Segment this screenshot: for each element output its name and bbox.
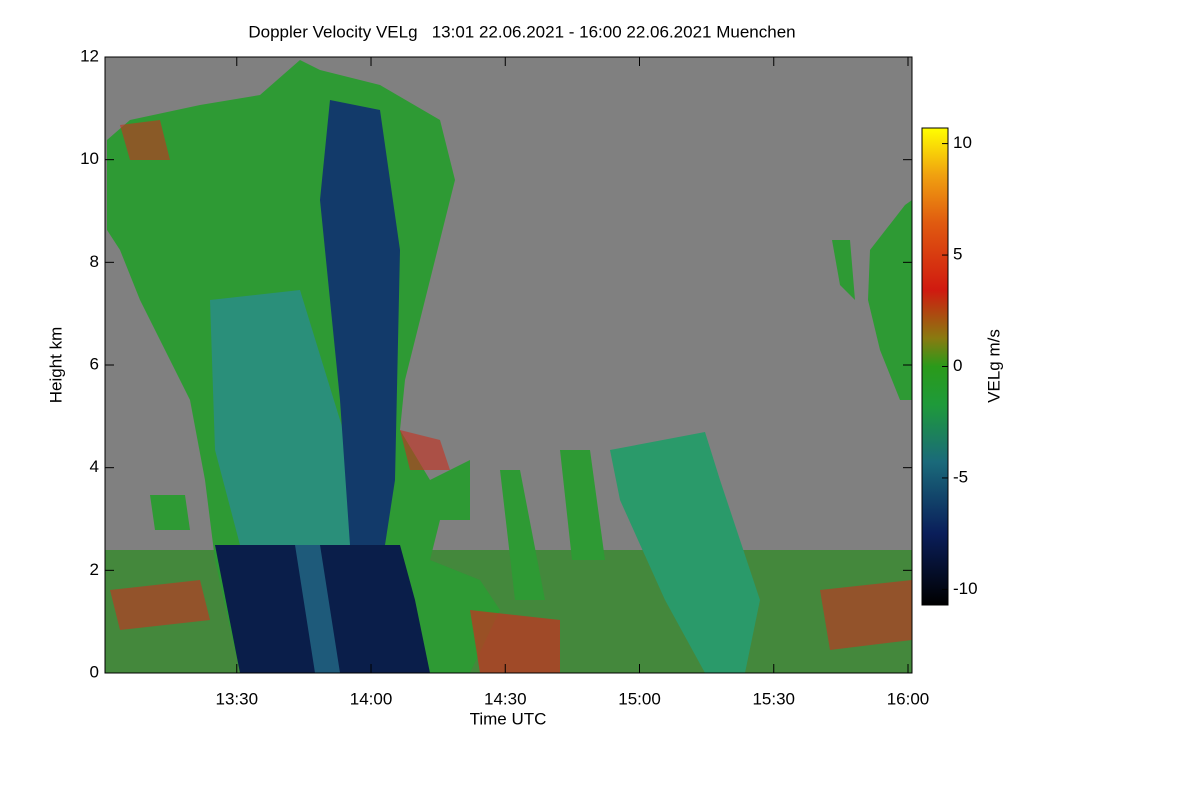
- radar-field: [105, 57, 912, 673]
- echo: [210, 290, 380, 545]
- colorbar-tick-label: 0: [953, 356, 962, 375]
- y-tick-label: 12: [80, 46, 99, 65]
- x-axis-label: Time UTC: [470, 709, 547, 728]
- x-tick-label: 14:00: [350, 689, 393, 708]
- x-tick-label: 16:00: [887, 689, 930, 708]
- colorbar-tick-label: 10: [953, 133, 972, 152]
- echo: [610, 432, 760, 673]
- colorbar-tick-label: -5: [953, 467, 968, 486]
- y-axis-label: Height km: [46, 327, 65, 404]
- x-tick-label: 14:30: [484, 689, 527, 708]
- x-tick-label: 15:30: [752, 689, 795, 708]
- echo: [295, 545, 340, 673]
- y-tick-label: 2: [90, 560, 99, 579]
- echo: [320, 100, 400, 545]
- colorbar-tick-label: 5: [953, 245, 962, 264]
- colorbar-label: VELg m/s: [984, 329, 1003, 403]
- echo: [500, 470, 545, 600]
- x-tick-label: 15:00: [618, 689, 661, 708]
- echo: [120, 120, 170, 160]
- chart-title: Doppler Velocity VELg 13:01 22.06.2021 -…: [248, 22, 795, 41]
- echo: [470, 610, 560, 673]
- echo: [110, 580, 210, 630]
- y-tick-label: 10: [80, 149, 99, 168]
- x-tick-label: 13:30: [215, 689, 258, 708]
- y-tick-label: 6: [90, 354, 99, 373]
- echo: [820, 580, 912, 650]
- y-tick-label: 4: [90, 457, 99, 476]
- echo: [832, 240, 855, 300]
- echo: [150, 495, 190, 530]
- y-tick-label: 0: [90, 662, 99, 681]
- echo: [560, 450, 605, 560]
- echo: [400, 430, 450, 470]
- y-tick-label: 8: [90, 252, 99, 271]
- echo: [868, 200, 912, 400]
- colorbar-tick-label: -10: [953, 579, 978, 598]
